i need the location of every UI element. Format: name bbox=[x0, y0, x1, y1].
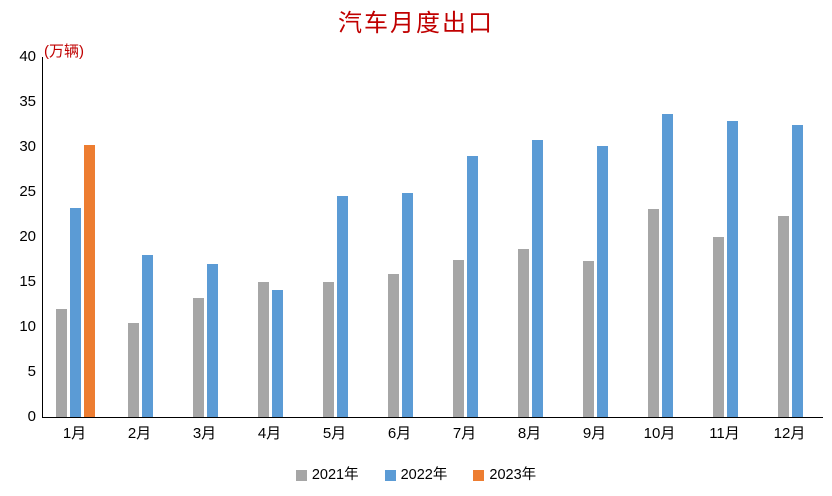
plot-area bbox=[42, 57, 823, 418]
bar-2021年-9月 bbox=[583, 261, 594, 417]
legend: 2021年 2022年 2023年 bbox=[0, 464, 832, 486]
y-tick-label-25: 25 bbox=[19, 183, 36, 200]
y-axis-unit-label: (万辆) bbox=[44, 43, 84, 60]
bar-2021年-11月 bbox=[713, 237, 724, 417]
x-tick-label-11月: 11月 bbox=[709, 425, 740, 442]
y-tick-label-20: 20 bbox=[19, 228, 36, 245]
bar-2022年-12月 bbox=[792, 125, 803, 417]
bar-group-8月 bbox=[498, 57, 563, 417]
bar-2022年-4月 bbox=[272, 290, 283, 417]
bar-group-1月 bbox=[43, 57, 108, 417]
bar-2021年-7月 bbox=[453, 260, 464, 417]
bar-2022年-11月 bbox=[727, 120, 738, 417]
bar-group-3月 bbox=[173, 57, 238, 417]
legend-item-2021年: 2021年 bbox=[295, 466, 359, 484]
bar-group-5月 bbox=[303, 57, 368, 417]
bar-2021年-10月 bbox=[648, 209, 659, 417]
bar-2021年-6月 bbox=[388, 273, 399, 417]
y-tick-label-30: 30 bbox=[19, 138, 36, 155]
x-tick-label-1月: 1月 bbox=[62, 425, 87, 442]
bar-group-7月 bbox=[433, 57, 498, 417]
bar-2022年-3月 bbox=[207, 264, 218, 417]
legend-swatch-icon bbox=[473, 469, 485, 481]
x-tick-label-7月: 7月 bbox=[452, 425, 477, 442]
y-tick-label-15: 15 bbox=[19, 273, 36, 290]
y-tick-label-10: 10 bbox=[19, 318, 36, 335]
y-tick-label-5: 5 bbox=[27, 363, 36, 380]
bar-2022年-2月 bbox=[142, 255, 153, 417]
bar-group-10月 bbox=[628, 57, 693, 417]
bar-2022年-8月 bbox=[532, 139, 543, 417]
bar-2022年-10月 bbox=[662, 113, 673, 417]
bar-2022年-6月 bbox=[402, 192, 413, 417]
legend-item-2022年: 2022年 bbox=[384, 466, 448, 484]
bar-2021年-8月 bbox=[518, 248, 529, 417]
legend-swatch-icon bbox=[295, 469, 307, 481]
bar-group-12月 bbox=[758, 57, 823, 417]
x-tick-label-12月: 12月 bbox=[773, 425, 806, 442]
bar-2022年-9月 bbox=[597, 146, 608, 417]
y-tick-label-0: 0 bbox=[27, 408, 36, 425]
y-tick-label-40: 40 bbox=[19, 48, 36, 65]
bar-2021年-2月 bbox=[128, 322, 139, 417]
bar-2022年-7月 bbox=[467, 156, 478, 417]
bar-group-11月 bbox=[693, 57, 758, 417]
bar-group-4月 bbox=[238, 57, 303, 417]
x-tick-label-4月: 4月 bbox=[257, 425, 282, 442]
bar-2023年-1月 bbox=[84, 145, 95, 417]
bar-group-6月 bbox=[368, 57, 433, 417]
bar-2022年-1月 bbox=[70, 208, 81, 417]
bar-group-9月 bbox=[563, 57, 628, 417]
bar-2021年-3月 bbox=[193, 298, 204, 417]
x-tick-label-8月: 8月 bbox=[517, 425, 542, 442]
bar-2021年-4月 bbox=[258, 282, 269, 417]
x-tick-label-6月: 6月 bbox=[387, 425, 412, 442]
x-tick-label-5月: 5月 bbox=[322, 425, 347, 442]
bar-2022年-5月 bbox=[337, 195, 348, 417]
legend-label: 2023年 bbox=[489, 467, 537, 483]
bar-2021年-1月 bbox=[56, 309, 67, 417]
legend-item-2023年: 2023年 bbox=[473, 466, 536, 484]
bar-2021年-5月 bbox=[323, 282, 334, 417]
y-tick-label-35: 35 bbox=[19, 93, 36, 110]
bar-2021年-12月 bbox=[778, 216, 789, 417]
legend-label: 2021年 bbox=[311, 467, 359, 483]
x-axis-labels: 1月 2月 3月 4月 5月 6月 7月 8月 9月 10月 11月 12月 bbox=[42, 424, 822, 444]
legend-swatch-icon bbox=[384, 469, 396, 481]
chart-title: 汽车月度出口 bbox=[338, 11, 494, 37]
x-tick-label-2月: 2月 bbox=[127, 425, 152, 442]
x-tick-label-10月: 10月 bbox=[643, 425, 676, 442]
bar-group-2月 bbox=[108, 57, 173, 417]
x-tick-label-3月: 3月 bbox=[192, 425, 217, 442]
x-tick-label-9月: 9月 bbox=[582, 425, 607, 442]
legend-label: 2022年 bbox=[400, 467, 448, 483]
